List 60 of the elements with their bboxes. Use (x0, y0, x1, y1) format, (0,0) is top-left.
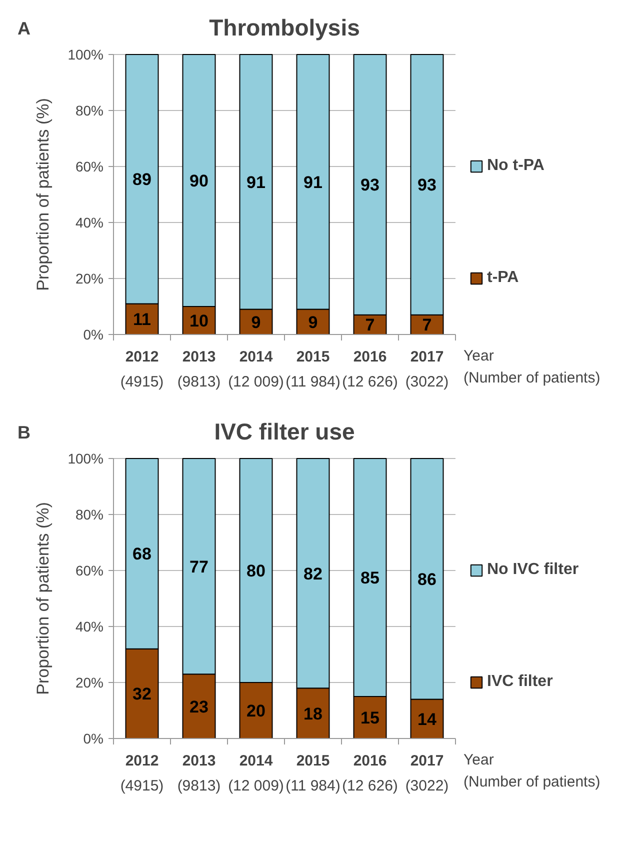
data-label: 9 (251, 312, 261, 332)
data-label: 90 (190, 172, 208, 190)
data-label: 80 (246, 562, 266, 580)
category-label: 2013 (9813) (177, 348, 221, 390)
data-label: 85 (360, 568, 380, 588)
y-tick-label: 0% (83, 326, 104, 342)
category-label: 2012 (4915) (120, 752, 164, 794)
data-label: 91 (304, 172, 322, 192)
category-label: 2016 (12 626) (342, 752, 398, 794)
data-label: 93 (360, 176, 380, 195)
y-tick-label: 100% (68, 46, 104, 62)
category-label: 2013 (9813) (177, 752, 221, 794)
y-tick-label: 60% (75, 158, 104, 174)
data-label: 68 (132, 544, 152, 564)
category-label: 2017 (3022) (405, 752, 449, 794)
data-label: 11 (133, 310, 151, 330)
data-label: 7 (365, 316, 375, 335)
y-tick-label: 80% (75, 102, 104, 118)
y-tick-label: 100% (68, 450, 104, 466)
data-label: 77 (190, 557, 208, 576)
x-axis-title: Year (Number of patients) (464, 348, 600, 386)
data-label: 14 (418, 710, 437, 729)
legend-label: t-PA (487, 269, 519, 287)
legend-label: IVC filter (487, 673, 553, 691)
text: A (18, 18, 30, 38)
data-label: 20 (246, 702, 266, 720)
data-label: 10 (190, 312, 208, 330)
chart-title: IVC filter use (214, 418, 355, 444)
data-label: 23 (190, 697, 208, 716)
data-label: 18 (304, 704, 322, 724)
y-tick-label: 60% (75, 562, 104, 578)
data-label: 89 (132, 170, 152, 190)
data-label: 91 (246, 172, 266, 192)
y-tick-label: 40% (75, 214, 104, 230)
data-label: 93 (418, 176, 436, 195)
category-label: 2017 (3022) (405, 348, 449, 390)
x-axis-title: Year (Number of patients) (464, 752, 600, 790)
data-label: 82 (304, 564, 322, 584)
category-label: 2015 (11 984) (286, 348, 340, 390)
y-tick-label: 80% (75, 506, 104, 522)
data-label: 15 (360, 708, 380, 728)
y-tick-label: 0% (83, 730, 104, 746)
y-tick-label: 40% (75, 618, 104, 634)
y-tick-label: 20% (75, 674, 104, 690)
y-tick-label: 20% (75, 270, 104, 286)
y-axis-title: Proportion of patients (%) (34, 502, 53, 695)
category-label: 2012 (4915) (120, 348, 164, 390)
category-label: 2014 (12 009) (228, 752, 284, 794)
data-label: 7 (422, 316, 432, 335)
data-label: 86 (418, 570, 436, 589)
legend-label: No IVC filter (487, 561, 579, 579)
category-label: 2014 (12 009) (228, 348, 284, 390)
legend-label: No t-PA (487, 157, 544, 175)
data-label: 32 (132, 684, 152, 704)
category-label: 2015 (11 984) (286, 752, 340, 794)
data-label: 9 (308, 312, 318, 332)
chart-title: Thrombolysis (209, 14, 360, 40)
category-label: 2016 (12 626) (342, 348, 398, 390)
text: B (18, 422, 30, 442)
y-axis-title: Proportion of patients (%) (34, 98, 53, 291)
